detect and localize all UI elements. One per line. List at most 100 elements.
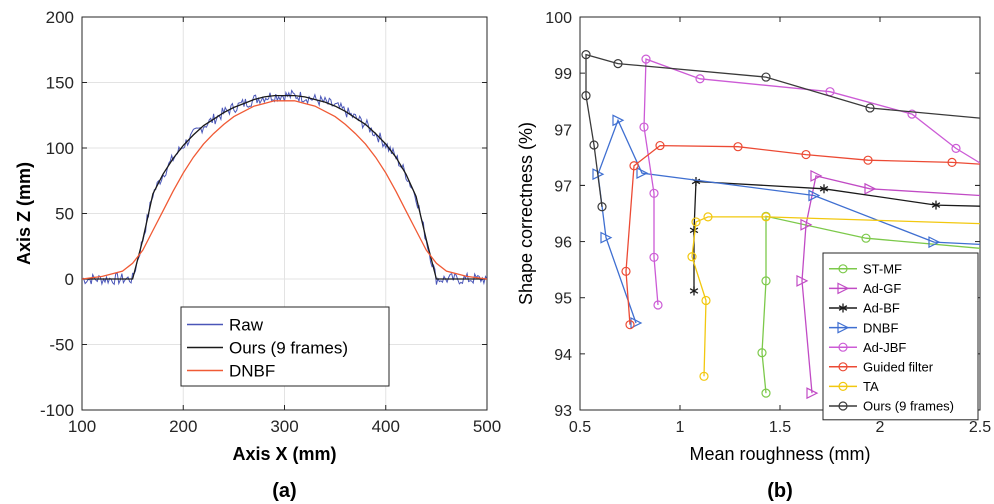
legend-label: Ad-BF bbox=[863, 301, 900, 316]
y-tick-label: 99 bbox=[554, 66, 572, 83]
legend-box bbox=[822, 252, 979, 421]
series-line-7 bbox=[585, 53, 980, 207]
y-tick-label: 97 bbox=[554, 178, 572, 195]
data-point bbox=[625, 320, 635, 330]
legend-label: Ad-GF bbox=[863, 281, 901, 296]
data-point bbox=[806, 387, 819, 400]
y-tick-label: 97 bbox=[554, 122, 572, 139]
data-point bbox=[947, 157, 957, 168]
series-line-6 bbox=[691, 216, 980, 377]
x-tick-label: 2.5 bbox=[969, 419, 991, 436]
y-axis-label: Axis Z (mm) bbox=[14, 162, 34, 265]
legend-marker bbox=[837, 282, 850, 295]
data-point bbox=[655, 140, 665, 151]
data-point bbox=[931, 200, 941, 210]
data-point bbox=[597, 202, 607, 212]
data-point bbox=[861, 233, 871, 243]
data-point bbox=[761, 276, 771, 286]
data-point bbox=[863, 155, 873, 165]
data-point bbox=[636, 167, 649, 180]
legend-marker bbox=[837, 321, 850, 334]
legend-label: Ours (9 frames) bbox=[229, 339, 348, 358]
data-point bbox=[865, 103, 875, 113]
data-point bbox=[761, 388, 771, 398]
legend-marker bbox=[838, 381, 848, 391]
series-line-5 bbox=[625, 144, 980, 325]
data-point bbox=[761, 212, 771, 222]
data-point bbox=[649, 188, 659, 198]
y-tick-label: 100 bbox=[545, 10, 572, 27]
data-point bbox=[761, 72, 771, 82]
legend-marker bbox=[838, 303, 848, 313]
data-point bbox=[951, 143, 961, 153]
data-point bbox=[703, 212, 713, 222]
x-tick-label: 100 bbox=[68, 417, 96, 436]
y-tick-label: -50 bbox=[49, 336, 74, 355]
data-point bbox=[641, 54, 651, 64]
x-tick-label: 2 bbox=[876, 419, 885, 436]
data-point bbox=[589, 140, 599, 150]
y-tick-label: 50 bbox=[55, 205, 74, 224]
data-point bbox=[801, 149, 811, 160]
x-axis-label: Axis X (mm) bbox=[232, 444, 336, 464]
plot-area bbox=[82, 89, 487, 286]
y-tick-label: 150 bbox=[46, 74, 74, 93]
series-line-3 bbox=[597, 118, 980, 324]
y-tick-label: 93 bbox=[554, 403, 572, 420]
x-tick-label: 1.5 bbox=[769, 419, 791, 436]
y-axis-label: Shape correctness (%) bbox=[516, 122, 536, 305]
chart-panel-1: 0.5 1 1.5 2 2.5 93 94 95 96 97 97 99 100 Mean roughne… bbox=[516, 10, 991, 502]
data-point bbox=[581, 90, 591, 101]
legend-label: Ad-JBF bbox=[863, 340, 906, 355]
data-point bbox=[701, 295, 711, 306]
data-point bbox=[653, 300, 663, 310]
x-tick-label: 200 bbox=[169, 417, 197, 436]
y-tick-label: 96 bbox=[554, 235, 572, 252]
data-point bbox=[581, 50, 591, 60]
legend-marker bbox=[838, 362, 848, 372]
data-point bbox=[808, 189, 821, 202]
data-point bbox=[639, 122, 649, 132]
series-line-1 bbox=[82, 94, 487, 280]
y-tick-label: 0 bbox=[65, 270, 74, 289]
data-point bbox=[649, 252, 659, 262]
legend-label: Guided filter bbox=[863, 359, 934, 374]
x-tick-label: 400 bbox=[372, 417, 400, 436]
data-point bbox=[733, 142, 743, 152]
y-tick-label: 95 bbox=[554, 291, 572, 308]
y-tick-label: 100 bbox=[46, 139, 74, 158]
legend-marker bbox=[838, 342, 848, 352]
data-point bbox=[800, 218, 813, 231]
data-point bbox=[630, 317, 643, 329]
data-point bbox=[600, 231, 613, 244]
legend-label: TA bbox=[863, 379, 879, 394]
legend-label: Raw bbox=[229, 316, 264, 335]
legend-label: ST-MF bbox=[863, 261, 902, 276]
data-point bbox=[796, 274, 809, 287]
y-tick-label: 94 bbox=[554, 347, 572, 364]
y-tick-label: -100 bbox=[40, 401, 74, 420]
data-point bbox=[810, 169, 823, 182]
x-tick-label: 300 bbox=[270, 417, 298, 436]
series-line-2 bbox=[82, 100, 487, 280]
x-tick-label: 0.5 bbox=[569, 419, 591, 436]
legend: ST-MF Ad-GF Ad-BF DNBF Ad-JBF Guided filter TA… bbox=[822, 252, 979, 421]
legend-label: Ours (9 frames) bbox=[863, 399, 954, 414]
plot-area bbox=[581, 50, 980, 400]
data-point bbox=[928, 236, 941, 249]
data-point bbox=[689, 225, 699, 235]
y-tick-label: 200 bbox=[46, 8, 74, 27]
legend-box bbox=[180, 306, 390, 387]
x-tick-label: 1 bbox=[676, 419, 685, 436]
x-tick-label: 500 bbox=[473, 417, 501, 436]
legend-label: DNBF bbox=[863, 320, 898, 335]
data-point bbox=[819, 184, 829, 194]
data-point bbox=[629, 161, 639, 171]
legend-label: DNBF bbox=[229, 362, 275, 381]
data-point bbox=[621, 266, 631, 276]
data-point bbox=[699, 371, 709, 381]
chart-panel-0: 100 200 300 400 500 -100 -50 0 50 100 150 200 Axis X… bbox=[14, 8, 501, 502]
data-point bbox=[687, 252, 697, 262]
legend-marker bbox=[838, 401, 848, 411]
